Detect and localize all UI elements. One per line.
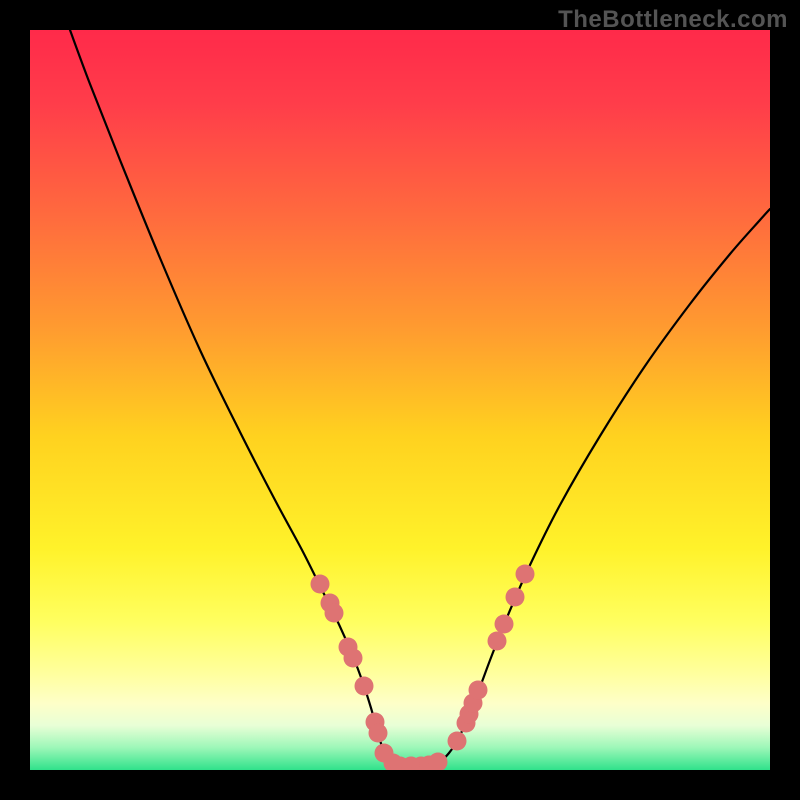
marker-point	[325, 604, 344, 623]
marker-point	[516, 565, 535, 584]
marker-point	[369, 724, 388, 743]
bottleneck-chart	[30, 30, 770, 770]
marker-point	[495, 615, 514, 634]
marker-point	[506, 588, 525, 607]
marker-point	[344, 649, 363, 668]
marker-point	[311, 575, 330, 594]
marker-point	[488, 632, 507, 651]
outer-frame: TheBottleneck.com	[0, 0, 800, 800]
marker-point	[469, 681, 488, 700]
watermark-text: TheBottleneck.com	[558, 6, 788, 34]
marker-point	[355, 677, 374, 696]
gradient-background	[30, 30, 770, 770]
plot-area	[30, 30, 770, 770]
marker-point	[448, 732, 467, 751]
